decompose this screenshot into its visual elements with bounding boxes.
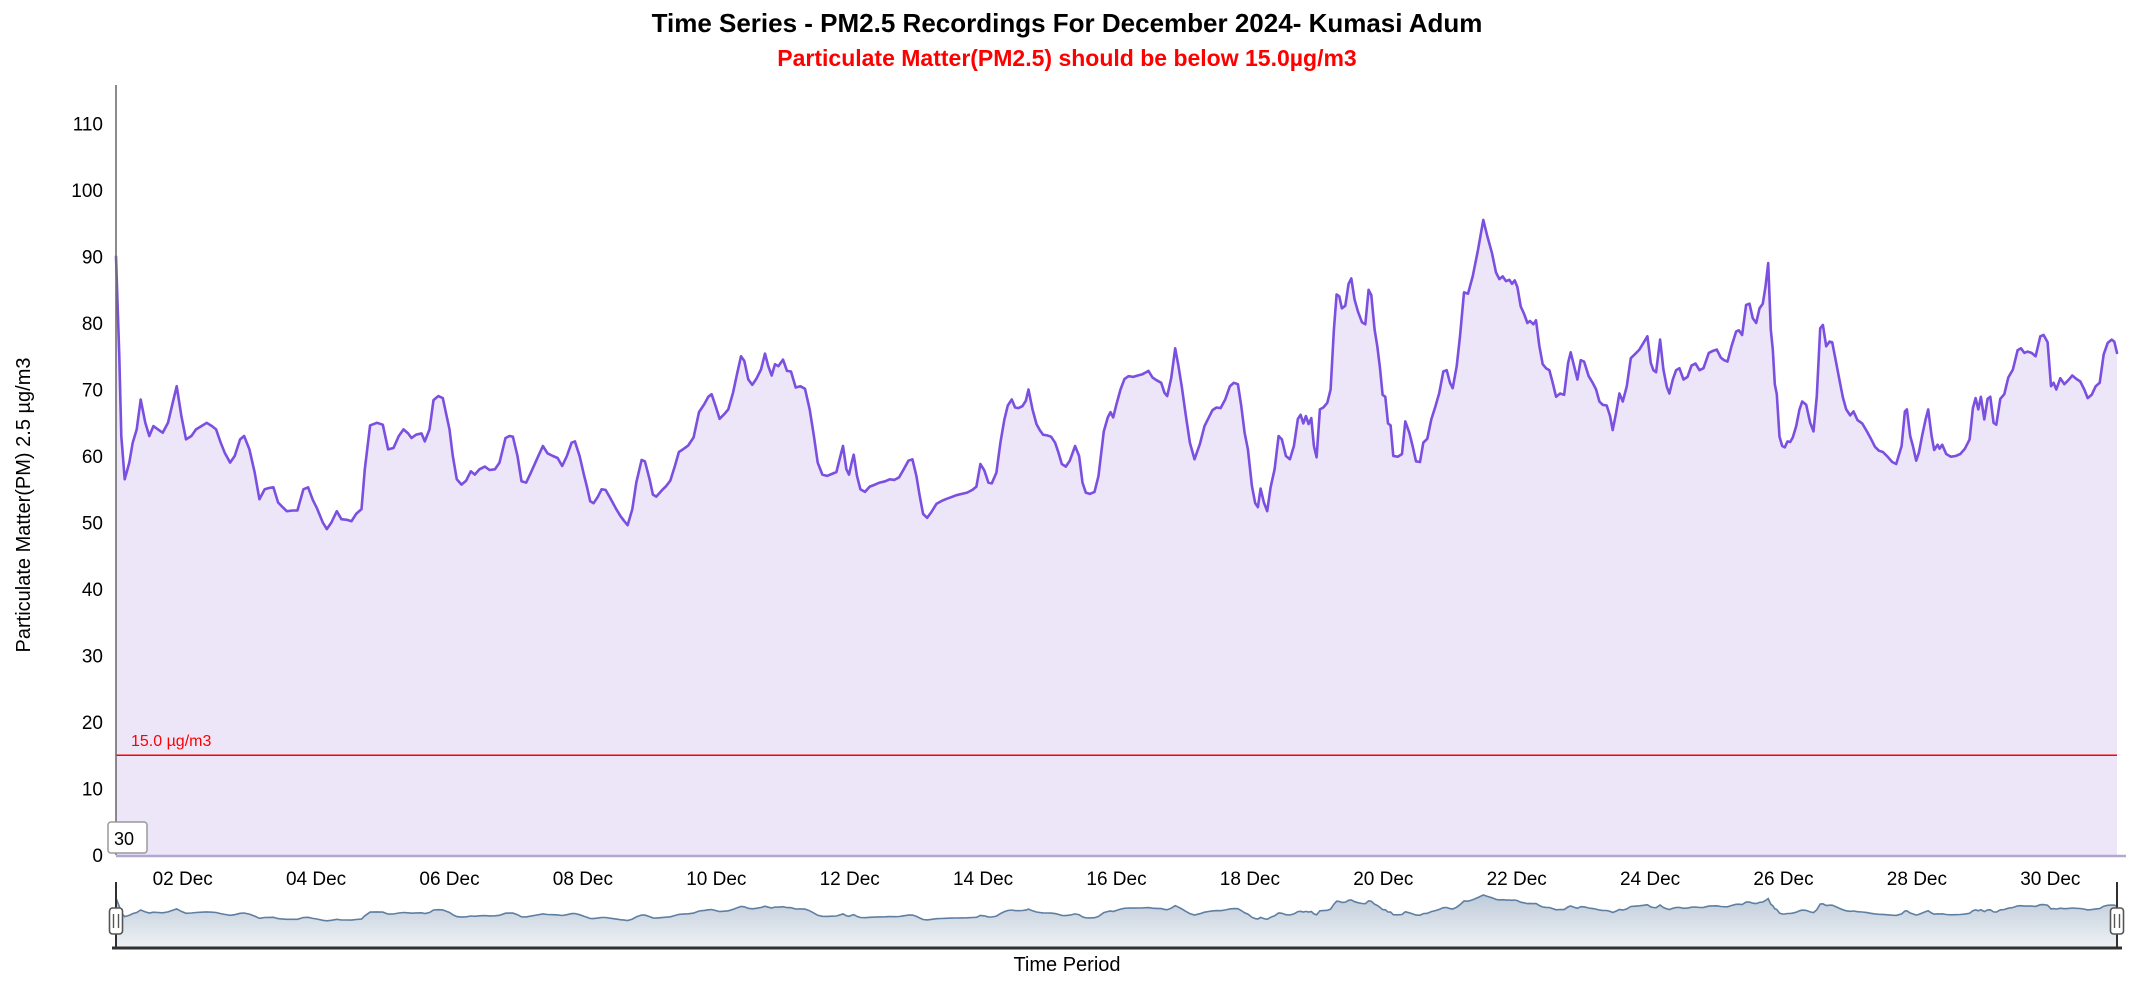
x-tick-label: 08 Dec [553,869,613,890]
y-tick-label: 110 [73,115,103,136]
y-tick-label: 0 [92,846,103,867]
navigator-area-fill [116,895,2117,948]
y-tick-label: 70 [82,381,103,402]
y-tick-label: 100 [71,181,103,202]
x-tick-label: 12 Dec [820,869,880,890]
range-selector-value: 30 [114,829,134,849]
y-axis-title: Particulate Matter(PM) 2.5 µg/m3 [13,358,35,653]
axes-layer [115,85,2126,858]
navigator-left-handle[interactable] [108,907,124,935]
x-tick-label: 02 Dec [153,869,213,890]
x-tick-label: 28 Dec [1887,869,1947,890]
x-tick-label: 06 Dec [419,869,479,890]
y-tick-label: 40 [82,580,103,601]
navigator-handle-body[interactable] [108,907,124,935]
x-tick-label: 14 Dec [953,869,1013,890]
x-axis-title: Time Period [1013,954,1120,976]
tick-labels-layer: 0 10 20 30 40 50 60 70 80 90 100 110 02 Dec 04 Dec 06 … [71,115,2080,891]
x-tick-label: 10 Dec [686,869,746,890]
pm25-series-line [114,218,2119,531]
x-tick-label: 04 Dec [286,869,346,890]
x-tick-label: 26 Dec [1753,869,1813,890]
y-tick-label: 90 [82,248,103,269]
navigator-series-line [115,894,2118,922]
threshold-label: 15.0 µg/m3 [131,733,211,750]
y-tick-label: 10 [82,780,103,801]
x-tick-label: 30 Dec [2020,869,2080,890]
y-tick-label: 50 [82,514,103,535]
x-tick-label: 16 Dec [1086,869,1146,890]
chart-title: Time Series - PM2.5 Recordings For Decem… [652,8,1483,38]
series-line-layer [114,218,2119,531]
navigator-handle-body[interactable] [2109,907,2125,935]
range-selector-input[interactable]: 30 [107,821,148,854]
chart-subtitle: Particulate Matter(PM2.5) should be belo… [777,45,1356,71]
x-tick-label: 18 Dec [1220,869,1280,890]
y-tick-label: 30 [82,647,103,668]
series-area-layer [116,219,2117,855]
navigator-right-handle[interactable] [2109,907,2125,935]
x-tick-label: 22 Dec [1487,869,1547,890]
pm25-area-fill [116,219,2117,855]
y-tick-label: 60 [82,447,103,468]
y-tick-label: 80 [82,314,103,335]
navigator-layer[interactable] [108,882,2125,950]
x-tick-label: 20 Dec [1353,869,1413,890]
y-tick-label: 20 [82,713,103,734]
x-tick-label: 24 Dec [1620,869,1680,890]
